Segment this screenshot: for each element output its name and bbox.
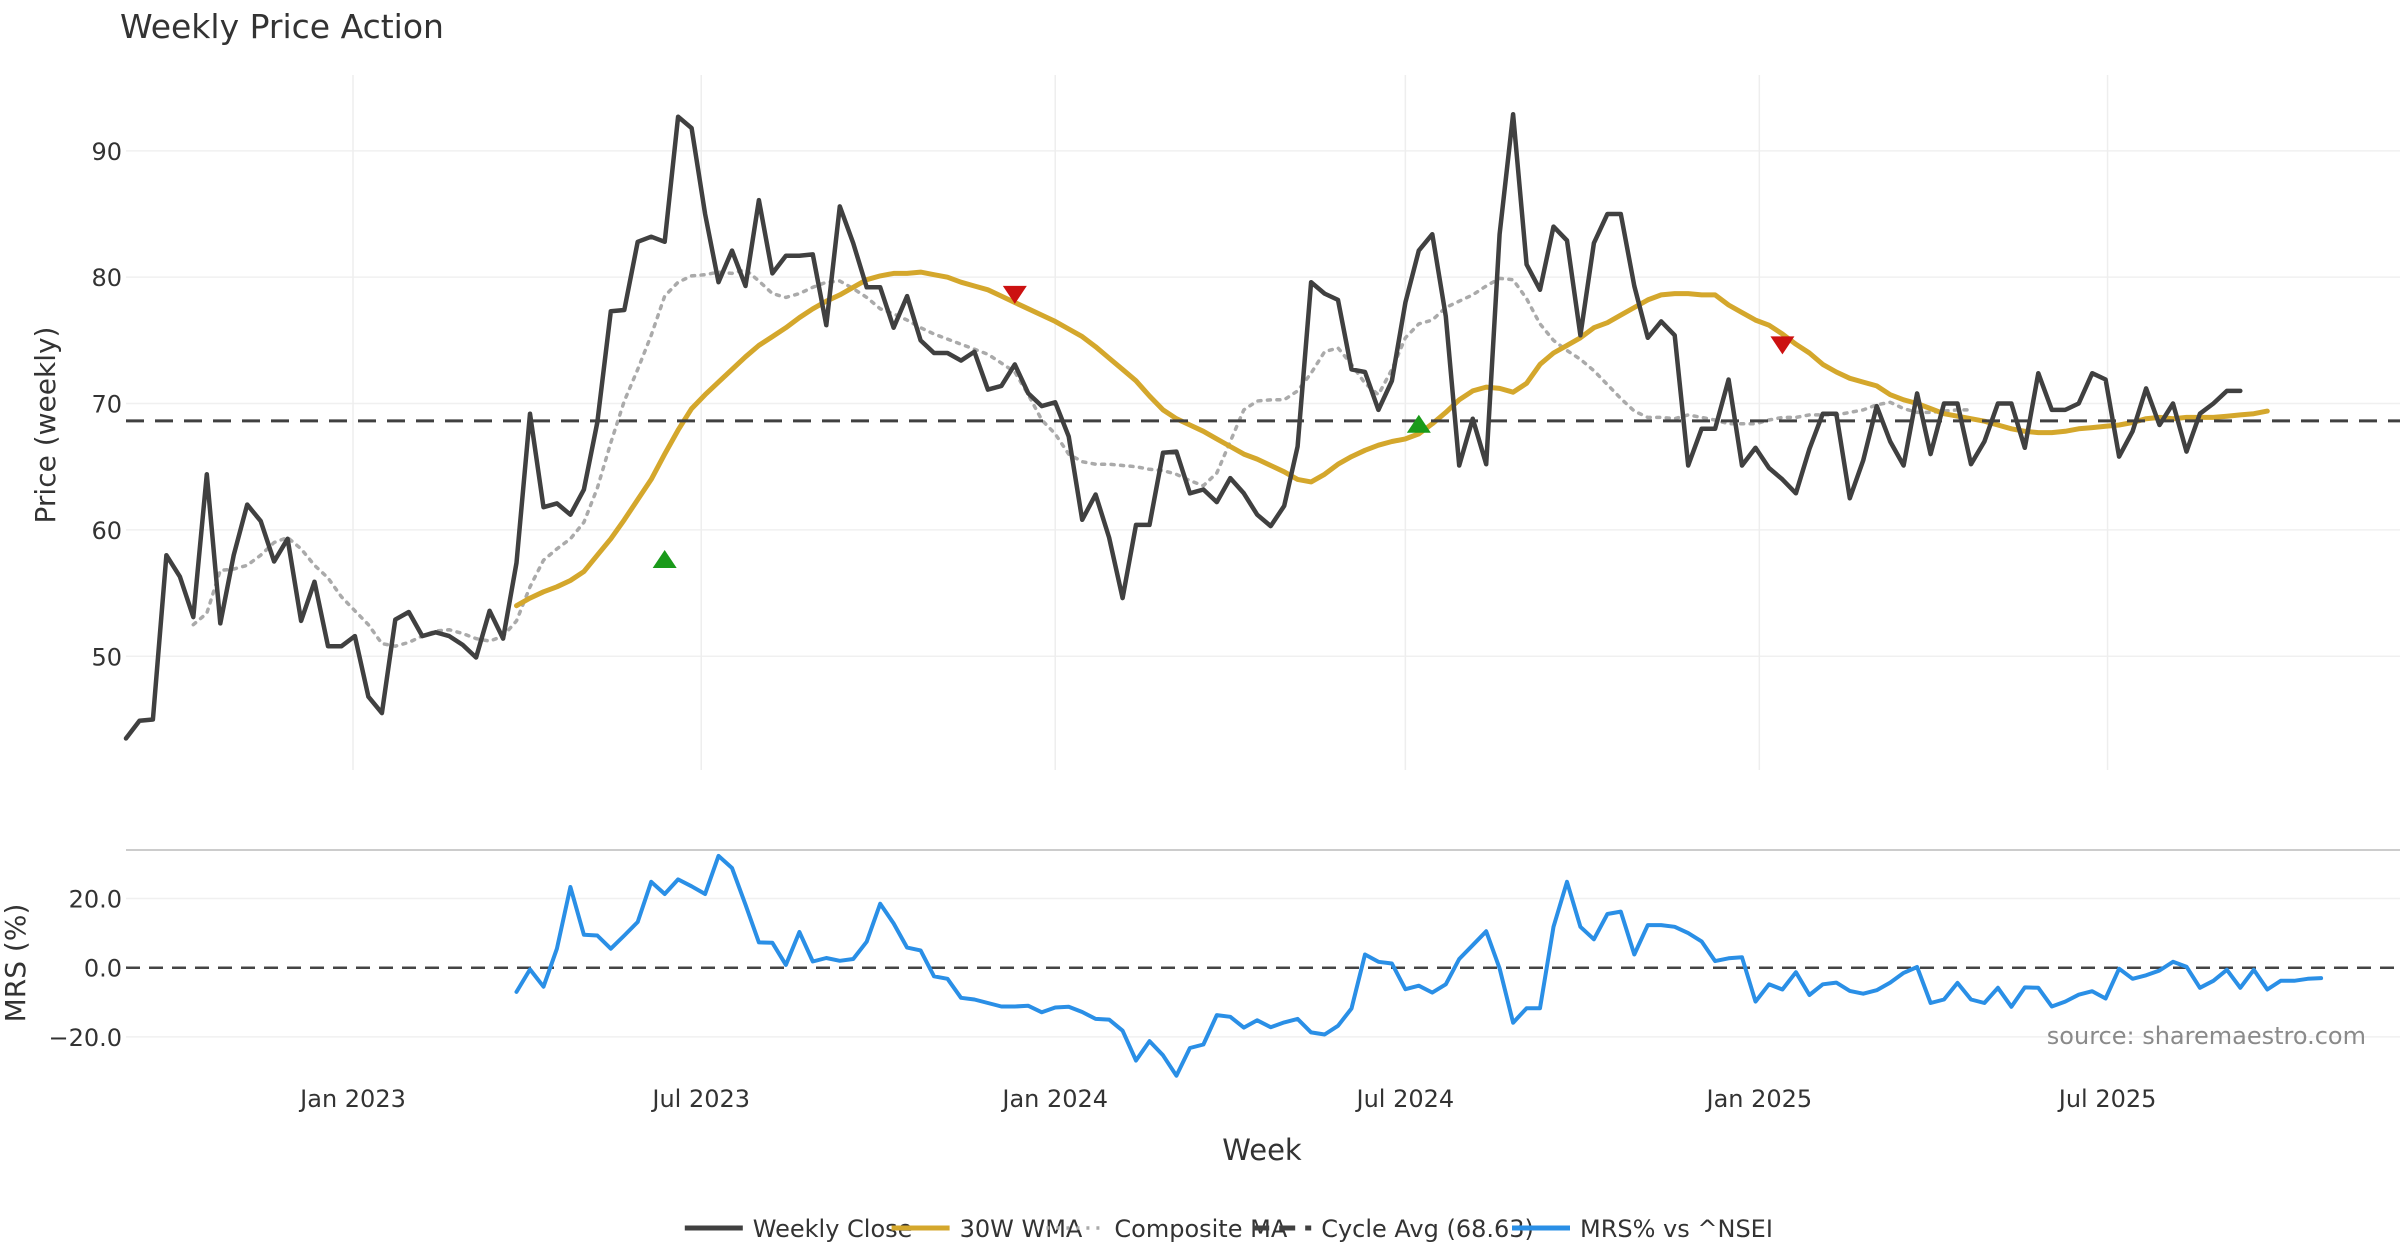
sell-signal-marker	[1002, 285, 1027, 304]
legend-item-composite-ma: Composite MA	[1046, 1215, 1288, 1243]
legend-item-weekly-close: Weekly Close	[684, 1215, 913, 1243]
price-y-axis-label: Price (weekly)	[29, 327, 62, 524]
x-axis-label: Week	[1222, 1133, 1302, 1167]
price-y-tick-label: 60	[91, 517, 122, 545]
legend-label: Weekly Close	[753, 1215, 913, 1243]
mrs-y-tick-label: 20.0	[69, 885, 122, 913]
y-tick-labels: 50 60 70 80 90 −20.0 0.0 20.0	[48, 138, 122, 1052]
source-note: source: sharemaestro.com	[2047, 1022, 2366, 1050]
price-series-layer	[123, 111, 2400, 741]
legend-label: Cycle Avg (68.63)	[1321, 1215, 1534, 1243]
legend-label: MRS% vs ^NSEI	[1580, 1215, 1773, 1243]
weekly-close-line	[123, 111, 2243, 741]
x-tick-label: Jul 2023	[650, 1085, 750, 1113]
mrs-y-tick-label: −20.0	[48, 1024, 122, 1052]
x-tick-label: Jan 2024	[1000, 1085, 1108, 1113]
legend-item-cycle-avg-68-63: Cycle Avg (68.63)	[1253, 1215, 1534, 1243]
x-tick-label: Jan 2025	[1705, 1085, 1813, 1113]
buy-signal-marker	[652, 549, 677, 568]
x-tick-label: Jul 2025	[2057, 1085, 2157, 1113]
mrs-line	[514, 853, 2324, 1078]
buy-signal-marker	[1406, 414, 1431, 433]
legend-label: 30W WMA	[960, 1215, 1083, 1243]
chart-title: Weekly Price Action	[120, 7, 444, 46]
mrs-y-axis-label: MRS (%)	[0, 904, 32, 1023]
sell-signal-marker	[1770, 336, 1795, 355]
mrs-y-tick-label: 0.0	[84, 955, 122, 983]
x-tick-labels: Jan 2023 Jul 2023 Jan 2024 Jul 2024 Jan 2025…	[298, 1085, 2156, 1113]
price-gridlines	[126, 75, 2400, 770]
price-y-tick-label: 90	[91, 138, 122, 166]
signal-markers-layer	[652, 285, 1795, 568]
composite-ma-line	[191, 267, 1973, 648]
30w-wma-line	[514, 269, 2270, 609]
legend-item-30w-wma: 30W WMA	[891, 1215, 1083, 1243]
mrs-series-layer	[126, 853, 2400, 1078]
price-y-tick-label: 80	[91, 264, 122, 292]
legend-item-mrs-vs-nsei: MRS% vs ^NSEI	[1512, 1215, 1773, 1243]
price-y-tick-label: 70	[91, 391, 122, 419]
x-tick-label: Jan 2023	[298, 1085, 406, 1113]
price-y-tick-label: 50	[91, 643, 122, 671]
mrs-gridlines	[126, 897, 2400, 1038]
x-tick-label: Jul 2024	[1355, 1085, 1455, 1113]
legend: Weekly Close 30W WMA Composite MA Cycle Avg…	[684, 1215, 1773, 1243]
